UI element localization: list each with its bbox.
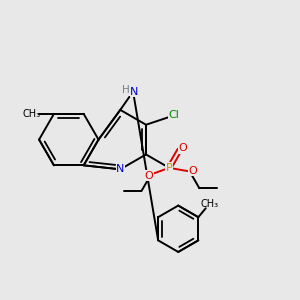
Text: H: H	[122, 85, 130, 95]
Text: P: P	[166, 163, 172, 173]
Text: CH₃: CH₃	[200, 199, 219, 209]
Text: N: N	[130, 87, 139, 97]
Text: O: O	[179, 143, 188, 153]
Text: CH₃: CH₃	[22, 109, 41, 119]
Text: O: O	[144, 171, 153, 181]
Text: O: O	[189, 166, 198, 176]
Text: Cl: Cl	[169, 110, 180, 120]
Text: N: N	[116, 164, 124, 174]
